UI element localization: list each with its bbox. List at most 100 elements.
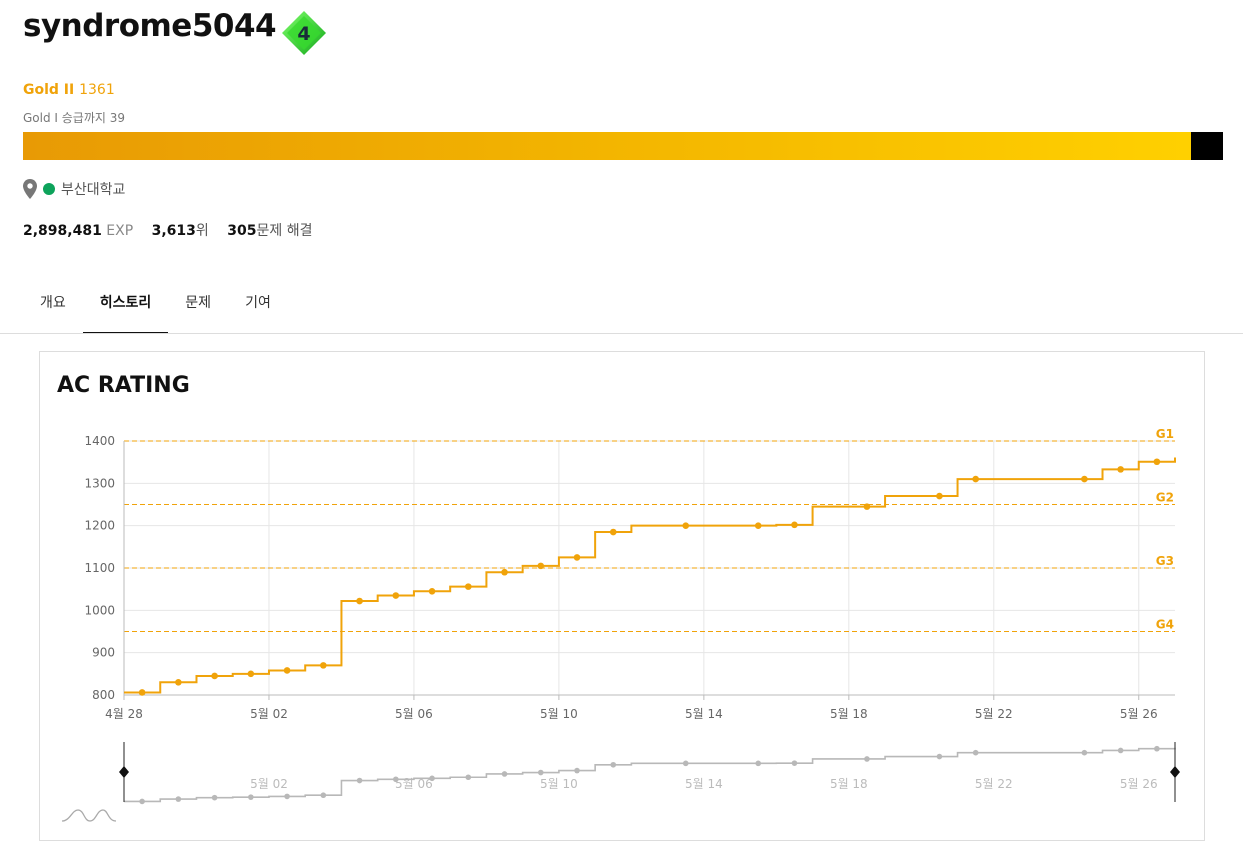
- tier-progress-bar: [23, 132, 1223, 160]
- y-tick-label: 1400: [84, 434, 115, 448]
- navigator-right-handle[interactable]: [1170, 766, 1180, 778]
- navigator-point: [791, 760, 798, 766]
- navigator-point: [936, 753, 943, 760]
- stats-row: 2,898,481 EXP 3,613위 305문제 해결: [23, 220, 326, 240]
- rank-value: 3,613: [151, 223, 196, 239]
- navigator-point: [864, 756, 870, 762]
- x-tick-label: 5월 06: [395, 707, 433, 721]
- navigator-tick-label: 5월 26: [1120, 777, 1158, 791]
- rating-point: [609, 528, 617, 536]
- rating-point: [211, 672, 218, 680]
- school-name[interactable]: 부산대학교: [61, 182, 126, 198]
- navigator-point: [429, 775, 435, 782]
- navigator-point: [211, 794, 218, 801]
- tab-overview[interactable]: 개요: [40, 295, 66, 311]
- navigator-tick-label: 5월 10: [540, 777, 578, 791]
- rating-point: [936, 492, 943, 500]
- tab-problems[interactable]: 문제: [185, 295, 212, 311]
- exp-unit: EXP: [106, 223, 134, 239]
- navigator-point: [393, 776, 399, 783]
- reference-label-g1: G1: [1156, 427, 1174, 441]
- navigator-point: [175, 796, 182, 802]
- navigator-tick-label: 5월 22: [975, 777, 1013, 791]
- chart-title: AC RATING: [57, 373, 190, 398]
- navigator-tick-label: 5월 02: [250, 777, 288, 791]
- navigator-point: [139, 798, 145, 805]
- rating-point: [863, 503, 871, 510]
- rating-point: [1153, 458, 1161, 466]
- tier-reference-lines: G1 G2 G3 G4: [124, 427, 1175, 632]
- rating-point: [754, 522, 762, 529]
- rating-point: [138, 689, 146, 696]
- x-tick-label: 5월 10: [540, 707, 578, 721]
- rating-point: [972, 475, 979, 483]
- rating-point: [392, 592, 400, 599]
- y-tick-label: 1200: [84, 519, 115, 533]
- rating-point: [428, 587, 436, 595]
- level-badge: 4: [282, 11, 326, 55]
- location-pin-icon: [23, 179, 37, 199]
- reference-label-g4: G4: [1156, 618, 1174, 632]
- chart-axes: 800 900 1000 1100 1200 1300 1400 4월 28 5월 02 5월 0…: [84, 434, 1175, 721]
- y-tick-label: 800: [92, 688, 115, 702]
- navigator-point: [574, 767, 580, 774]
- y-tick-label: 1100: [84, 561, 115, 575]
- navigator-point: [248, 794, 254, 800]
- rating-point: [283, 667, 291, 674]
- rating-point: [1081, 475, 1088, 483]
- navigator-point: [610, 761, 617, 768]
- range-navigator[interactable]: 5월 02 5월 06 5월 10 5월 14 5월 18 5월 22 5월 26: [61, 742, 1180, 822]
- navigator-point: [284, 793, 290, 800]
- x-tick-label: 5월 18: [830, 707, 868, 721]
- rating-point: [573, 554, 581, 561]
- level-badge-number: 4: [297, 23, 310, 45]
- navigator-point: [682, 760, 689, 767]
- x-tick-label: 5월 26: [1120, 707, 1158, 721]
- tab-contributions[interactable]: 기여: [245, 295, 271, 311]
- navigator-tick-label: 5월 14: [685, 777, 723, 791]
- navigator-point: [1154, 745, 1160, 752]
- navigator-point: [320, 792, 327, 799]
- x-tick-label: 5월 02: [250, 707, 288, 721]
- navigator-tick-label: 5월 06: [395, 777, 433, 791]
- navigator-line: [124, 747, 1176, 803]
- rating-point: [175, 679, 182, 686]
- rating-point: [320, 662, 327, 669]
- rating-point: [791, 521, 798, 529]
- school-row: 부산대학교: [23, 178, 125, 200]
- y-tick-label: 1000: [84, 603, 115, 617]
- promotion-text: Gold I 승급까지 39: [23, 111, 126, 125]
- x-tick-label: 4월 28: [105, 707, 143, 721]
- solved-value: 305: [227, 223, 257, 239]
- username: syndrome5044: [23, 8, 277, 44]
- rating-point: [247, 670, 255, 678]
- navigator-point: [972, 749, 979, 756]
- navigator-point: [537, 769, 544, 776]
- rating-chart-card: [39, 351, 1205, 841]
- navigator-point: [755, 760, 762, 767]
- navigator-point: [356, 777, 363, 784]
- tier-line: Gold II 1361: [23, 82, 115, 98]
- zoom-reset-icon[interactable]: [61, 809, 117, 822]
- rating-point: [464, 583, 472, 590]
- navigator-point: [501, 771, 508, 777]
- tab-divider: [0, 333, 1243, 334]
- x-tick-label: 5월 22: [975, 707, 1013, 721]
- rating-point: [537, 562, 545, 570]
- rating-step-line: [124, 457, 1176, 694]
- y-tick-label: 1300: [84, 476, 115, 490]
- navigator-point: [1117, 747, 1124, 754]
- tier-progress-fill: [23, 132, 1191, 160]
- reference-label-g2: G2: [1156, 491, 1174, 505]
- navigator-point: [1081, 749, 1088, 756]
- rating-point: [501, 568, 508, 576]
- rating-point: [1117, 466, 1124, 473]
- tier-name: Gold II: [23, 82, 75, 98]
- navigator-left-handle[interactable]: [119, 766, 129, 778]
- navigator-point: [465, 774, 472, 781]
- status-dot: [43, 183, 55, 195]
- reference-label-g3: G3: [1156, 554, 1174, 568]
- rank-unit: 위: [195, 223, 209, 239]
- solved-unit: 문제 해결: [256, 223, 313, 239]
